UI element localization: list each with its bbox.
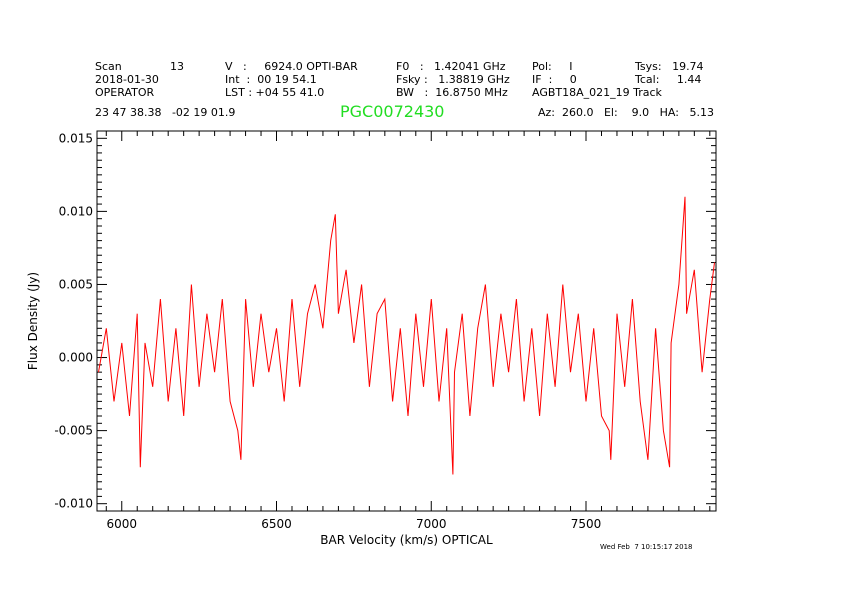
scan-number: 13 — [170, 60, 184, 73]
y-axis-label: Flux Density (Jy) — [26, 272, 40, 370]
tsys-readout: Tsys: 19.74 — [635, 60, 704, 73]
scan-label: Scan — [95, 60, 122, 73]
integration-time: Int : 00 19 54.1 — [225, 73, 317, 86]
coordinates: 23 47 38.38 -02 19 01.9 — [95, 106, 236, 119]
observation-date: 2018-01-30 — [95, 73, 159, 86]
polarization: Pol: I — [532, 60, 573, 73]
project-id: AGBT18A_021_19 Track — [532, 86, 662, 99]
x-tick-label: 7000 — [416, 517, 447, 531]
x-axis-label: BAR Velocity (km/s) OPTICAL — [320, 533, 493, 547]
y-tick-label: 0.005 — [59, 277, 93, 291]
x-tick-label: 6500 — [261, 517, 292, 531]
if-number: IF : 0 — [532, 73, 577, 86]
plot-frame — [96, 130, 717, 512]
velocity-readout: V : 6924.0 OPTI-BAR — [225, 60, 358, 73]
y-tick-label: -0.005 — [54, 424, 93, 438]
x-tick-label: 6000 — [106, 517, 137, 531]
y-tick-label: 0.000 — [59, 351, 93, 365]
operator: OPERATOR — [95, 86, 155, 99]
y-tick-label: -0.010 — [54, 497, 93, 511]
pointing-readout: Az: 260.0 El: 9.0 HA: 5.13 — [538, 106, 714, 119]
y-tick-label: 0.010 — [59, 204, 93, 218]
tcal-readout: Tcal: 1.44 — [635, 73, 702, 86]
lst-readout: LST : +04 55 41.0 — [225, 86, 325, 99]
x-tick-label: 7500 — [571, 517, 602, 531]
bandwidth: BW : 16.8750 MHz — [396, 86, 508, 99]
rest-frequency: F0 : 1.42041 GHz — [396, 60, 506, 73]
sky-frequency: Fsky : 1.38819 GHz — [396, 73, 510, 86]
series-line-spectrum — [98, 196, 715, 475]
y-tick-label: 0.015 — [59, 131, 93, 145]
plot-timestamp: Wed Feb 7 10:15:17 2018 — [600, 543, 693, 551]
source-name: PGC0072430 — [340, 102, 445, 121]
